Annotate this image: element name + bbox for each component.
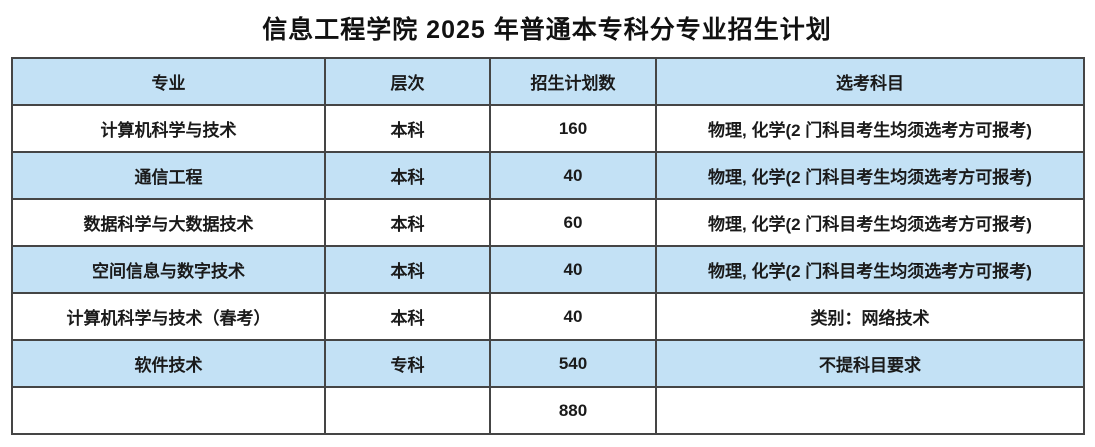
cell-major: 空间信息与数字技术 [11,245,326,294]
cell-plan-count: 160 [489,104,657,153]
cell-plan-count: 40 [489,245,657,294]
cell-subjects: 物理, 化学(2 门科目考生均须选考方可报考) [655,104,1085,153]
cell-plan-count: 880 [489,386,657,435]
column-header-level: 层次 [324,57,491,106]
cell-subjects: 物理, 化学(2 门科目考生均须选考方可报考) [655,245,1085,294]
enrollment-plan-table: 专业 层次 招生计划数 选考科目 计算机科学与技术 本科 160 物理, 化学(… [11,57,1085,435]
table-row-total: 880 [11,386,1085,435]
cell-level: 本科 [324,292,491,341]
cell-major [11,386,326,435]
column-header-subjects: 选考科目 [655,57,1085,106]
table-row-6: 软件技术 专科 540 不提科目要求 [11,339,1085,388]
table-row-2: 通信工程 本科 40 物理, 化学(2 门科目考生均须选考方可报考) [11,151,1085,200]
cell-subjects: 物理, 化学(2 门科目考生均须选考方可报考) [655,151,1085,200]
cell-major: 数据科学与大数据技术 [11,198,326,247]
table-row-1: 计算机科学与技术 本科 160 物理, 化学(2 门科目考生均须选考方可报考) [11,104,1085,153]
column-header-major: 专业 [11,57,326,106]
cell-plan-count: 40 [489,151,657,200]
cell-major: 软件技术 [11,339,326,388]
cell-plan-count: 40 [489,292,657,341]
cell-major: 计算机科学与技术 [11,104,326,153]
cell-subjects: 不提科目要求 [655,339,1085,388]
cell-level: 专科 [324,339,491,388]
table-row-5: 计算机科学与技术（春考） 本科 40 类别：网络技术 [11,292,1085,341]
table-row-3: 数据科学与大数据技术 本科 60 物理, 化学(2 门科目考生均须选考方可报考) [11,198,1085,247]
cell-level [324,386,491,435]
cell-level: 本科 [324,104,491,153]
cell-subjects [655,386,1085,435]
cell-major: 计算机科学与技术（春考） [11,292,326,341]
cell-subjects: 物理, 化学(2 门科目考生均须选考方可报考) [655,198,1085,247]
cell-plan-count: 60 [489,198,657,247]
table-row-4: 空间信息与数字技术 本科 40 物理, 化学(2 门科目考生均须选考方可报考) [11,245,1085,294]
column-header-plan-count: 招生计划数 [489,57,657,106]
table-header-row: 专业 层次 招生计划数 选考科目 [11,57,1085,106]
cell-subjects: 类别：网络技术 [655,292,1085,341]
cell-level: 本科 [324,198,491,247]
cell-major: 通信工程 [11,151,326,200]
cell-level: 本科 [324,245,491,294]
page-title: 信息工程学院 2025 年普通本专科分专业招生计划 [262,16,832,44]
cell-level: 本科 [324,151,491,200]
cell-plan-count: 540 [489,339,657,388]
